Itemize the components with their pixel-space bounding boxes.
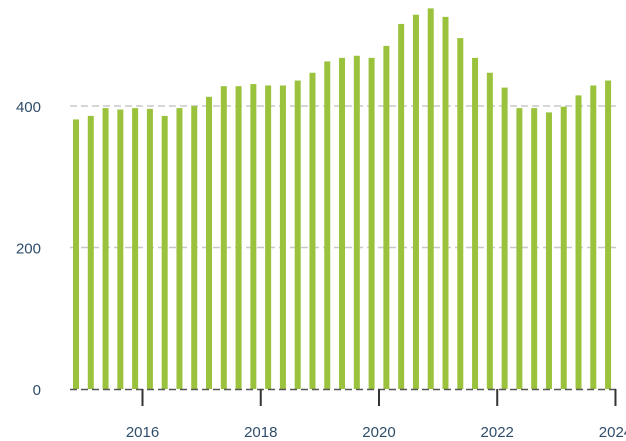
x-tick-label-2018: 2018: [244, 424, 277, 441]
y-tick-label-400: 400: [16, 99, 41, 116]
bar-2021-q4: [457, 38, 464, 389]
x-tick-labels: 2016 2018 2020 2022 2024: [126, 424, 626, 441]
y-tick-label-200: 200: [16, 241, 41, 258]
bar-2020-q2: [368, 57, 375, 389]
bars: [73, 8, 612, 390]
x-tick-label-2016: 2016: [126, 424, 159, 441]
bar-2015-q2: [73, 119, 79, 389]
bar-2019-q1: [294, 80, 301, 389]
bar-2019-q4: [339, 57, 346, 389]
bar-2017-q4: [220, 86, 227, 389]
y-tick-labels: 0 200 400: [16, 99, 41, 399]
bar-2024-q1: [590, 85, 597, 389]
bar-2023-q2: [545, 112, 552, 390]
bar-2023-q1: [531, 108, 538, 390]
bar-2016-q3: [146, 108, 153, 389]
x-tick-label-2022: 2022: [481, 424, 514, 441]
bar-2015-q4: [102, 108, 109, 390]
bar-2021-q2: [427, 8, 434, 390]
bar-2024-q2: [605, 80, 612, 389]
bar-2017-q2: [191, 106, 198, 389]
bar-2016-q1: [117, 109, 124, 389]
bar-2022-q3: [501, 87, 508, 390]
bar-2015-q3: [87, 115, 94, 390]
grid-lines: [70, 105, 618, 249]
x-tick-label-2024: 2024: [599, 424, 626, 441]
x-axis: [70, 388, 618, 406]
bar-2018-q1: [235, 86, 242, 389]
bar-2020-q4: [398, 23, 405, 390]
bar-2018-q3: [265, 85, 272, 389]
bar-2022-q4: [516, 108, 523, 390]
bar-2022-q1: [472, 57, 479, 389]
bar-2017-q3: [206, 96, 213, 390]
bar-2016-q2: [132, 108, 139, 390]
bar-2016-q4: [161, 115, 168, 390]
bar-2020-q3: [383, 45, 390, 390]
bar-2017-q1: [176, 108, 183, 390]
bar-2021-q1: [412, 14, 419, 389]
x-tick-label-2020: 2020: [362, 424, 395, 441]
bar-2019-q3: [324, 61, 331, 390]
bar-2023-q4: [575, 95, 582, 389]
bar-2018-q4: [279, 85, 286, 389]
bar-2018-q2: [250, 84, 257, 389]
bar-2021-q3: [442, 16, 449, 390]
bar-2022-q2: [486, 72, 493, 389]
bar-2020-q1: [353, 55, 360, 390]
y-tick-label-0: 0: [33, 382, 41, 399]
bar-2023-q3: [560, 106, 567, 390]
bar-2019-q2: [309, 72, 316, 389]
